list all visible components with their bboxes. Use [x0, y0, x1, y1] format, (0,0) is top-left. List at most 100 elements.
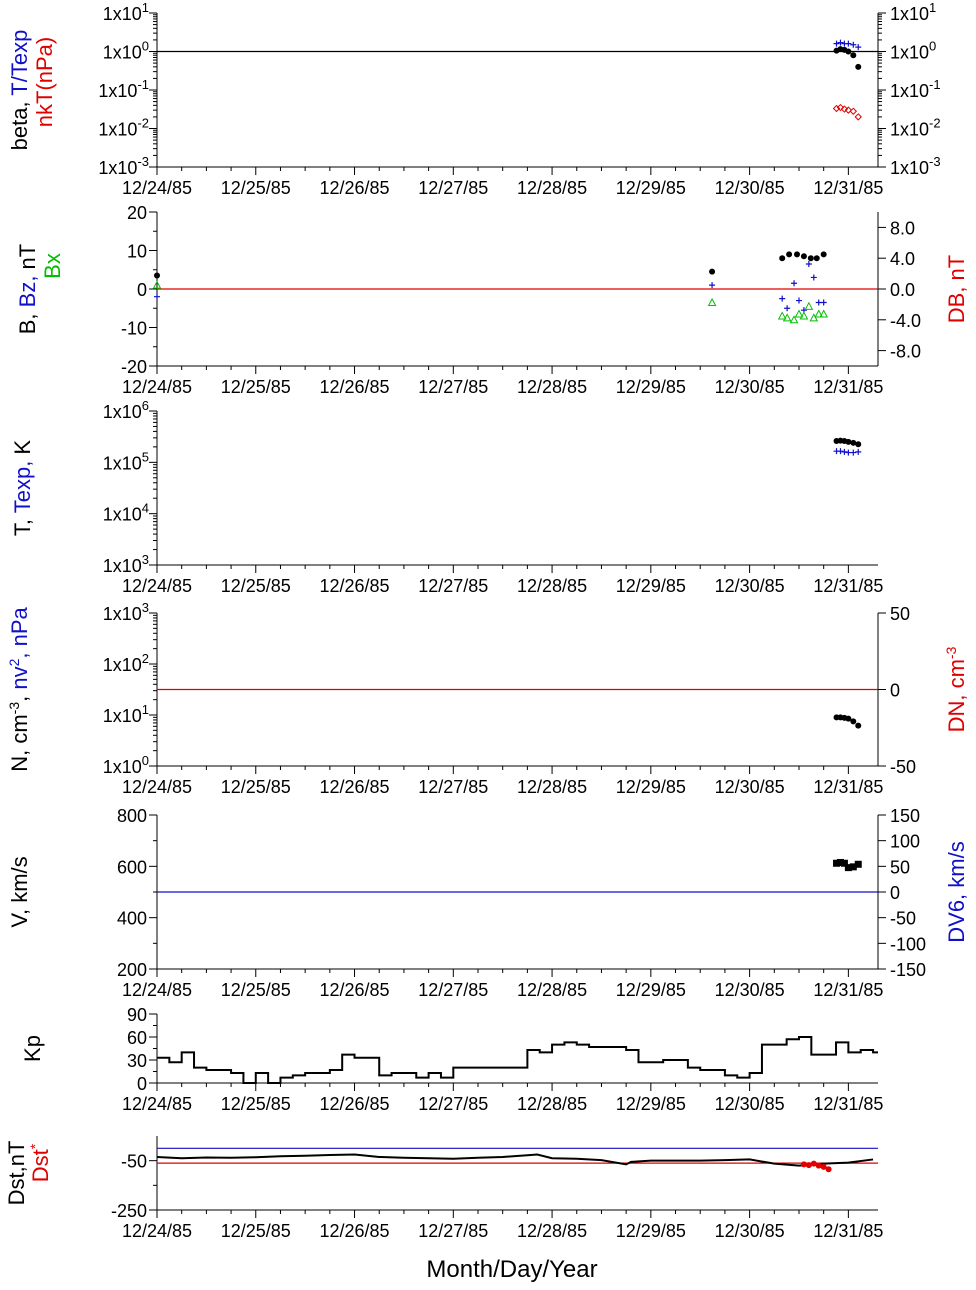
y2-tick-label: 8.0 — [890, 218, 915, 238]
y-title-superscript: * — [27, 1143, 43, 1149]
data-point — [854, 860, 862, 868]
y2-tick-label: -100 — [890, 934, 926, 954]
x-axis-title: Month/Day/Year — [426, 1256, 597, 1283]
x-tick-label: 12/30/85 — [715, 1094, 785, 1114]
data-point — [845, 438, 852, 445]
x-tick-label: 12/29/85 — [616, 777, 686, 797]
x-tick-label: 12/31/85 — [813, 980, 883, 1000]
x-tick-label: 12/25/85 — [221, 178, 291, 198]
x-tick-label: 12/24/85 — [122, 980, 192, 1000]
panel-dst: 12/24/85 12/25/85 12/26/85 12/27/85 12/28/85… — [4, 1136, 883, 1241]
data-point — [782, 313, 792, 322]
y2-tick-label: 1x10-2 — [890, 116, 941, 140]
panel-magnetic-field: 12/24/85 12/25/85 12/26/85 12/27/85 12/28/85… — [15, 203, 969, 397]
y-title-superscript: 2 — [6, 658, 22, 666]
y2-tick-base: 1x10 — [890, 81, 929, 101]
data-point — [845, 48, 852, 55]
data-point — [152, 280, 162, 289]
data-point — [837, 448, 844, 455]
x-tick-label: 12/26/85 — [319, 377, 389, 397]
y-tick-label: -50 — [121, 1152, 147, 1172]
data-point — [810, 1160, 817, 1167]
data-point — [820, 251, 827, 258]
y-title-superscript: -3 — [6, 702, 22, 715]
panel-temperature: 12/24/85 12/25/85 12/26/85 12/27/85 12/28/85… — [10, 398, 883, 596]
data-point — [855, 448, 862, 455]
x-tick-label: 12/31/85 — [813, 1094, 883, 1114]
x-tick-label: 12/30/85 — [715, 178, 785, 198]
y-tick-label: 1x105 — [103, 449, 149, 473]
x-tick-label: 12/24/85 — [122, 1094, 192, 1114]
x-tick-label: 12/29/85 — [616, 377, 686, 397]
x-tick-label: 12/27/85 — [418, 1221, 488, 1241]
data-point — [850, 718, 857, 725]
x-tick-label: 12/29/85 — [616, 178, 686, 198]
x-tick-label: 12/29/85 — [616, 1094, 686, 1114]
y-tick-label: -20 — [121, 357, 147, 377]
data-point — [779, 295, 786, 302]
data-point — [794, 251, 801, 258]
y-axis-title-2: Bx — [40, 253, 65, 279]
y-title-part: Bz, — [15, 269, 40, 307]
y-axis-title: V, km/s — [7, 856, 32, 927]
data-point — [820, 1163, 827, 1170]
y-tick-label: 600 — [117, 857, 147, 877]
y-title-part: N, cm — [7, 714, 32, 771]
x-tick-label: 12/27/85 — [418, 980, 488, 1000]
y-tick-exponent: 3 — [142, 600, 149, 615]
x-tick-label: 12/24/85 — [122, 576, 192, 596]
data-point — [855, 63, 862, 70]
y2-axis-title: DV6, km/s — [944, 841, 969, 942]
y-tick-label: 800 — [117, 806, 147, 826]
y-title-part: Dst — [28, 1149, 53, 1182]
y-tick-base: 1x10 — [103, 43, 142, 63]
panel-kp: 12/24/85 12/25/85 12/26/85 12/27/85 12/28/85… — [20, 1005, 883, 1114]
y-tick-label: 20 — [127, 203, 147, 223]
data-point — [833, 859, 841, 867]
y-tick-exponent: 0 — [142, 753, 149, 768]
x-tick-label: 12/30/85 — [715, 777, 785, 797]
data-point — [794, 309, 804, 318]
y-tick-label: 400 — [117, 909, 147, 929]
data-point — [854, 113, 862, 121]
data-point — [820, 299, 827, 306]
x-tick-label: 12/24/85 — [122, 1221, 192, 1241]
x-tick-label: 12/25/85 — [221, 1221, 291, 1241]
y-tick-label: 10 — [127, 242, 147, 262]
x-tick-label: 12/26/85 — [319, 178, 389, 198]
y-tick-label: 1x100 — [103, 39, 149, 63]
x-tick-label: 12/26/85 — [319, 777, 389, 797]
y-title-part: beta, — [7, 96, 32, 151]
y2-tick-label: 1x10-1 — [890, 77, 941, 101]
x-tick-label: 12/28/85 — [517, 1094, 587, 1114]
y-tick-base: 1x10 — [103, 706, 142, 726]
data-point — [805, 1162, 812, 1169]
y-tick-label: 1x103 — [103, 600, 149, 624]
y-tick-label: 200 — [117, 960, 147, 980]
x-tick-label: 12/27/85 — [418, 777, 488, 797]
y-tick-base: 1x10 — [98, 81, 137, 101]
data-point — [849, 863, 857, 871]
y-tick-label: 1x103 — [103, 552, 149, 576]
y-axis-title: B, Bz, nT — [15, 244, 40, 335]
y2-title-part: DN, cm — [944, 659, 969, 732]
x-tick-label: 12/30/85 — [715, 377, 785, 397]
y-tick-label: 1x100 — [103, 753, 149, 777]
data-point — [815, 1162, 822, 1169]
y-title-part: K — [10, 440, 35, 455]
data-point — [840, 105, 849, 113]
data-point — [813, 255, 820, 262]
panel-density: 12/24/85 12/25/85 12/26/85 12/27/85 12/28/85… — [6, 600, 969, 797]
x-tick-label: 12/25/85 — [221, 377, 291, 397]
y-tick-label: 1x10-3 — [98, 154, 149, 178]
x-tick-label: 12/24/85 — [122, 377, 192, 397]
data-point — [832, 104, 841, 113]
data-point — [837, 39, 844, 46]
y-tick-label: 90 — [127, 1005, 147, 1025]
data-point — [786, 251, 793, 258]
y-axis-title: N, cm-3, nv2, nPa — [6, 606, 32, 771]
x-tick-label: 12/27/85 — [418, 377, 488, 397]
data-point — [795, 297, 802, 304]
data-point — [819, 309, 829, 318]
data-point — [849, 107, 858, 115]
